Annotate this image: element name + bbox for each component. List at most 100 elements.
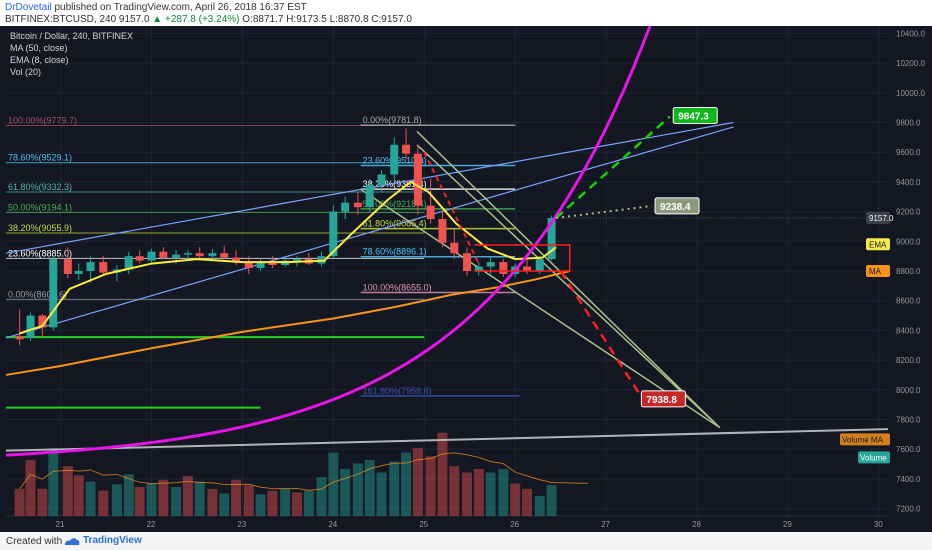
y-tick-label: 7400.0 <box>896 475 921 484</box>
author-link[interactable]: DrDovetail <box>5 2 52 13</box>
candle-body <box>244 262 253 269</box>
candle-body <box>463 253 472 271</box>
y-tick-label: 9800.0 <box>896 119 921 128</box>
publish-info: published on TradingView.com, April 26, … <box>54 2 307 13</box>
volume-bar <box>37 488 48 516</box>
candle-body <box>353 202 362 208</box>
volume-bar <box>231 479 242 516</box>
drop-path <box>423 151 480 265</box>
last-price: 9157.0 <box>118 14 150 25</box>
y-tick-label: 7800.0 <box>896 415 921 424</box>
long-trend-line <box>5 428 889 452</box>
x-tick-label: 25 <box>419 520 428 529</box>
low-value: L:8870.8 <box>329 14 369 25</box>
candle-body <box>390 144 399 175</box>
fib-level-label: 0.00%(9781.8) <box>363 115 422 125</box>
legend-ema[interactable]: EMA (8, close) <box>10 55 69 65</box>
volume-bar <box>98 490 109 516</box>
tradingview-brand[interactable]: TradingView <box>64 535 142 546</box>
fib-level-label: 50.00%(9194.1) <box>8 202 72 212</box>
x-tick-label: 23 <box>237 520 246 529</box>
candle-body <box>256 262 265 269</box>
axis-marker-label: MA <box>869 267 882 276</box>
volume-bar <box>14 488 25 516</box>
candle-body <box>135 256 144 261</box>
candle-body <box>38 315 47 328</box>
volume-bar <box>449 466 460 516</box>
volume-bar <box>267 490 278 516</box>
x-tick-label: 27 <box>601 520 610 529</box>
volume-bar <box>123 474 134 516</box>
price-chart[interactable]: 7200.0 7400.0 7600.0 7800.0 8000.0 8200.0 8400… <box>0 26 932 532</box>
fib-level-label: 161.80%(7958.6) <box>363 386 432 396</box>
fib-level-label: 78.60%(9529.1) <box>8 153 72 163</box>
ema-line <box>19 180 557 335</box>
candle-body <box>547 217 556 260</box>
y-tick-label: 9000.0 <box>896 237 921 246</box>
volume-bar <box>207 488 218 516</box>
volume-bar <box>546 485 557 516</box>
y-tick-label: 10400.0 <box>896 29 925 38</box>
open-value: O:8871.7 <box>242 14 284 25</box>
fib-level-label: 78.60%(8896.1) <box>363 247 427 257</box>
close-value: C:9157.0 <box>371 14 412 25</box>
volume-bar <box>48 448 59 516</box>
volume-bar <box>243 485 254 516</box>
volume-bar <box>25 459 36 516</box>
x-tick-label: 29 <box>783 520 792 529</box>
candle-body <box>63 259 72 274</box>
legend-title: Bitcoin / Dollar, 240, BITFINEX <box>10 31 134 41</box>
target-callout <box>672 106 718 124</box>
y-tick-label: 8400.0 <box>896 326 921 335</box>
fib-level-label: 23.60%(8885.0) <box>8 248 72 258</box>
candle-body <box>195 253 204 257</box>
y-tick-label: 8600.0 <box>896 297 921 306</box>
volume-bar <box>134 487 145 516</box>
x-tick-label: 26 <box>510 520 519 529</box>
candle-body <box>220 253 229 258</box>
volume-bar <box>303 490 314 516</box>
legend-vol[interactable]: Vol (20) <box>10 67 42 77</box>
volume-bar <box>146 483 157 516</box>
candle-body <box>450 242 459 254</box>
candle-body <box>268 262 277 266</box>
volume-bar <box>498 468 509 516</box>
wedge-line-lower <box>360 188 721 429</box>
legend-ma[interactable]: MA (50, close) <box>10 43 68 53</box>
volume-bar <box>340 468 351 516</box>
volume-bar <box>425 456 436 516</box>
target-callout <box>654 197 700 215</box>
x-tick-label: 22 <box>146 520 155 529</box>
candle-body <box>523 266 532 271</box>
symbol: BITFINEX:BTCUSD, 240 <box>5 14 117 25</box>
created-with-label: Created with <box>6 536 63 547</box>
candle-body <box>292 259 301 261</box>
candle-body <box>341 202 350 212</box>
volume-bar <box>522 488 533 516</box>
fib-level-label: 100.00%(8655.0) <box>363 283 432 293</box>
parabolic-curve <box>5 26 652 457</box>
candle-body <box>172 254 181 258</box>
price-axis-panel <box>888 26 932 532</box>
volume-bar <box>182 476 193 516</box>
volume-bar <box>485 472 496 516</box>
x-tick-label: 21 <box>56 520 65 529</box>
chart-legend: Bitcoin / Dollar, 240, BITFINEX MA (50, … <box>10 30 133 78</box>
volume-bar <box>316 477 327 516</box>
y-tick-label: 9400.0 <box>896 178 921 187</box>
candle-body <box>474 266 483 271</box>
volume-ma-marker <box>840 433 890 446</box>
fib-level-label: 0.00%(8608.6) <box>8 289 67 299</box>
volume-bar <box>328 452 339 516</box>
publish-line: DrDovetail published on TradingView.com,… <box>5 2 307 13</box>
target-label: 9847.3 <box>678 111 709 122</box>
candle-body <box>159 251 168 258</box>
volume-bar <box>158 479 169 516</box>
fib-level-label: 61.80%(9332.3) <box>8 182 72 192</box>
volume-bar <box>364 459 375 516</box>
tradingview-logo-icon <box>65 537 80 545</box>
volume-bar <box>62 466 73 516</box>
candle-body <box>486 262 495 267</box>
volume-bar <box>219 493 230 516</box>
bear-projection <box>559 270 644 400</box>
